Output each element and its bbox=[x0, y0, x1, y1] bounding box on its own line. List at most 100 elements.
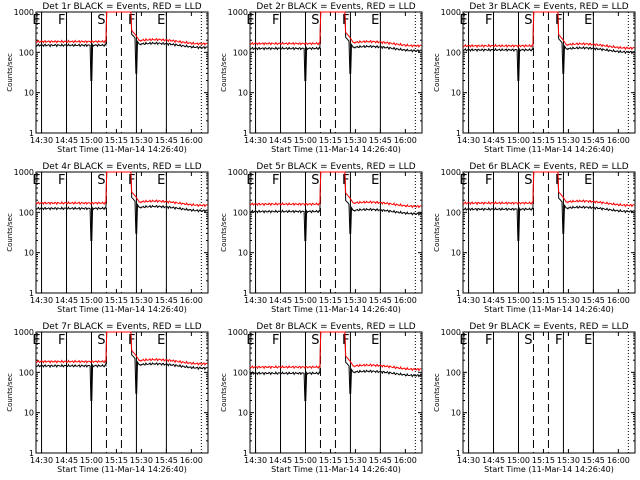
y-tick-label: 1000 bbox=[441, 168, 461, 177]
y-axis-label: Counts/sec bbox=[220, 373, 228, 412]
event-marker-label: E bbox=[32, 333, 40, 348]
x-axis-label: Start Time (11-Mar-14 14:26:40) bbox=[484, 145, 614, 154]
x-tick-label: 14:30 bbox=[244, 136, 267, 145]
event-marker-label: E bbox=[459, 13, 467, 28]
x-tick-label: 16:00 bbox=[180, 456, 203, 465]
y-tick-label: 1000 bbox=[14, 8, 34, 17]
x-tick-label: 15:00 bbox=[507, 296, 530, 305]
x-tick-label: 15:45 bbox=[369, 136, 392, 145]
event-marker-label: S bbox=[311, 333, 319, 348]
plot-frame bbox=[35, 331, 209, 454]
x-tick-label: 15:15 bbox=[319, 136, 342, 145]
plot-frame bbox=[462, 171, 636, 294]
x-tick-label: 14:30 bbox=[457, 136, 480, 145]
x-tick-label: 14:30 bbox=[30, 136, 53, 145]
event-marker-label: F bbox=[58, 173, 65, 188]
x-tick-label: 15:30 bbox=[130, 296, 153, 305]
y-tick-label: 100 bbox=[233, 208, 248, 217]
panel-title: Det 8r BLACK = Events, RED = LLD bbox=[256, 322, 415, 332]
x-tick-label: 16:00 bbox=[394, 456, 417, 465]
event-marker-label: E bbox=[246, 333, 254, 348]
y-axis-label: Counts/sec bbox=[6, 373, 14, 412]
x-tick-label: 15:45 bbox=[369, 296, 392, 305]
x-axis-label: Start Time (11-Mar-14 14:26:40) bbox=[484, 465, 614, 474]
x-tick-label: 14:30 bbox=[457, 296, 480, 305]
event-marker-label: F bbox=[485, 13, 492, 28]
event-marker-label: E bbox=[246, 13, 254, 28]
y-tick-label: 1000 bbox=[14, 328, 34, 337]
event-marker-label: S bbox=[524, 13, 532, 28]
x-tick-label: 14:30 bbox=[244, 456, 267, 465]
x-tick-label: 14:30 bbox=[30, 296, 53, 305]
x-tick-label: 15:15 bbox=[532, 456, 555, 465]
x-tick-label: 15:30 bbox=[557, 136, 580, 145]
y-tick-label: 1000 bbox=[14, 168, 34, 177]
x-tick-label: 15:00 bbox=[294, 456, 317, 465]
y-tick-label: 100 bbox=[19, 368, 34, 377]
x-tick-label: 15:15 bbox=[319, 296, 342, 305]
x-tick-label: 16:00 bbox=[180, 136, 203, 145]
y-tick-label: 100 bbox=[233, 368, 248, 377]
lld-series-line bbox=[35, 171, 208, 208]
event-marker-label: F bbox=[58, 333, 65, 348]
y-tick-label: 100 bbox=[233, 48, 248, 57]
detector-panel: Det 2r BLACK = Events, RED = LLD Counts/s… bbox=[220, 2, 423, 154]
x-axis-label: Start Time (11-Mar-14 14:26:40) bbox=[271, 465, 401, 474]
y-tick-label: 1000 bbox=[441, 328, 461, 337]
x-tick-label: 15:00 bbox=[507, 456, 530, 465]
panel-title: Det 3r BLACK = Events, RED = LLD bbox=[469, 2, 628, 12]
x-axis-label: Start Time (11-Mar-14 14:26:40) bbox=[57, 305, 187, 314]
x-tick-label: 15:45 bbox=[155, 296, 178, 305]
panel-title: Det 4r BLACK = Events, RED = LLD bbox=[42, 162, 201, 172]
detector-panel: Det 7r BLACK = Events, RED = LLD Counts/s… bbox=[6, 322, 209, 474]
event-marker-label: E bbox=[157, 13, 165, 28]
x-tick-label: 15:15 bbox=[532, 136, 555, 145]
x-tick-label: 14:30 bbox=[457, 456, 480, 465]
detector-panel: Det 4r BLACK = Events, RED = LLD Counts/s… bbox=[6, 162, 209, 314]
x-tick-label: 16:00 bbox=[394, 136, 417, 145]
x-tick-label: 14:30 bbox=[244, 296, 267, 305]
y-tick-label: 100 bbox=[19, 48, 34, 57]
event-marker-label: E bbox=[584, 173, 592, 188]
y-tick-label: 10 bbox=[24, 249, 34, 258]
x-tick-label: 15:30 bbox=[344, 296, 367, 305]
x-tick-label: 14:45 bbox=[55, 296, 78, 305]
event-marker-label: F bbox=[272, 173, 279, 188]
lld-series-line bbox=[249, 331, 422, 372]
x-tick-label: 15:00 bbox=[294, 136, 317, 145]
y-tick-label: 10 bbox=[24, 409, 34, 418]
x-tick-label: 15:00 bbox=[80, 296, 103, 305]
detector-panel: Det 6r BLACK = Events, RED = LLD Counts/s… bbox=[433, 162, 636, 314]
y-tick-label: 1000 bbox=[441, 8, 461, 17]
plot-frame bbox=[35, 11, 209, 134]
x-tick-label: 16:00 bbox=[180, 296, 203, 305]
y-tick-label: 100 bbox=[446, 48, 461, 57]
event-marker-label: F bbox=[272, 333, 279, 348]
event-marker-label: F bbox=[342, 333, 349, 348]
panel-title: Det 6r BLACK = Events, RED = LLD bbox=[469, 162, 628, 172]
x-tick-label: 16:00 bbox=[607, 456, 630, 465]
x-tick-label: 15:15 bbox=[532, 296, 555, 305]
x-tick-label: 14:45 bbox=[482, 136, 505, 145]
y-tick-label: 100 bbox=[19, 208, 34, 217]
x-tick-label: 15:00 bbox=[80, 136, 103, 145]
y-tick-label: 1 bbox=[456, 449, 461, 458]
event-marker-label: S bbox=[97, 13, 105, 28]
panel-title: Det 9r BLACK = Events, RED = LLD bbox=[469, 322, 628, 332]
y-tick-label: 10 bbox=[238, 249, 248, 258]
y-tick-label: 1 bbox=[243, 129, 248, 138]
detector-panel: Det 9r BLACK = Events, RED = LLD Counts/s… bbox=[433, 322, 636, 474]
x-tick-label: 15:45 bbox=[369, 456, 392, 465]
y-axis-label: Counts/sec bbox=[433, 213, 441, 252]
x-tick-label: 16:00 bbox=[394, 296, 417, 305]
y-tick-label: 10 bbox=[451, 249, 461, 258]
event-marker-label: E bbox=[459, 173, 467, 188]
x-tick-label: 15:30 bbox=[344, 136, 367, 145]
lld-series-line bbox=[35, 331, 208, 366]
y-tick-label: 1000 bbox=[228, 328, 248, 337]
y-axis-label: Counts/sec bbox=[433, 53, 441, 92]
event-marker-label: F bbox=[555, 333, 562, 348]
x-axis-label: Start Time (11-Mar-14 14:26:40) bbox=[57, 465, 187, 474]
event-marker-label: S bbox=[524, 173, 532, 188]
y-tick-label: 1 bbox=[456, 129, 461, 138]
